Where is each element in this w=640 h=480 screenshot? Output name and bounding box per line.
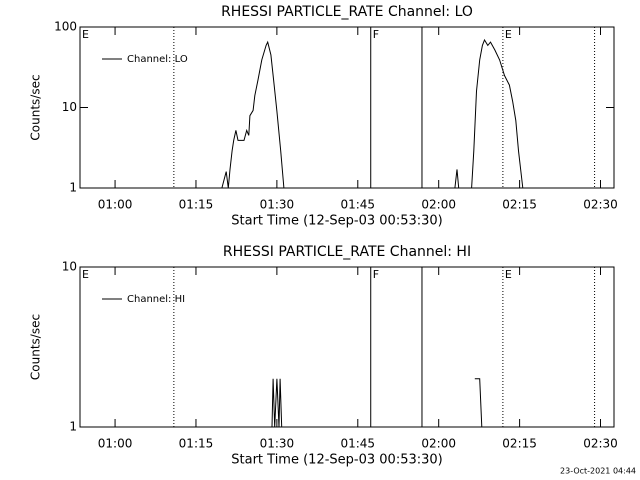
x-tick-label: 02:00 (421, 198, 456, 212)
event-flag: E (505, 268, 512, 281)
event-flag: E (505, 28, 512, 41)
x-tick-label: 02:15 (502, 437, 537, 451)
footer-timestamp: 23-Oct-2021 04:44 (560, 467, 636, 476)
event-flag: E (82, 268, 89, 281)
y-tick-label: 10 (62, 100, 77, 114)
plot-frame (79, 26, 615, 189)
x-tick-label: 01:15 (179, 198, 214, 212)
y-axis-label: Counts/sec (29, 74, 43, 140)
y-tick-label: 1 (69, 181, 77, 195)
x-tick-label: 02:30 (583, 198, 618, 212)
x-tick-label: 01:30 (260, 198, 295, 212)
x-tick-label: 01:45 (340, 437, 375, 451)
plot-frame (79, 266, 615, 428)
data-line (271, 378, 483, 428)
x-tick-label: 01:00 (98, 198, 133, 212)
legend-label: Channel: LO (127, 54, 188, 65)
chart-title: RHESSI PARTICLE_RATE Channel: HI (223, 244, 471, 260)
x-tick-label: 02:15 (502, 198, 537, 212)
x-tick-label: 02:30 (583, 437, 618, 451)
event-flag: E (82, 28, 89, 41)
x-tick-label: 01:45 (340, 198, 375, 212)
x-axis-label: Start Time (12-Sep-03 00:53:30) (231, 453, 442, 468)
data-line (221, 38, 524, 189)
x-axis-label: Start Time (12-Sep-03 00:53:30) (231, 214, 442, 229)
x-tick-label: 01:00 (98, 437, 133, 451)
legend-label: Channel: HI (127, 294, 185, 305)
y-axis-label: Counts/sec (29, 314, 43, 380)
y-tick-label: 10 (62, 260, 77, 274)
y-tick-label: 100 (54, 20, 77, 34)
x-tick-label: 02:00 (421, 437, 456, 451)
event-flag: F (373, 28, 379, 41)
chart-title: RHESSI PARTICLE_RATE Channel: LO (221, 4, 473, 20)
x-tick-label: 01:15 (179, 437, 214, 451)
y-tick-label: 1 (69, 420, 77, 434)
x-tick-label: 01:30 (260, 437, 295, 451)
event-flag: F (373, 268, 379, 281)
